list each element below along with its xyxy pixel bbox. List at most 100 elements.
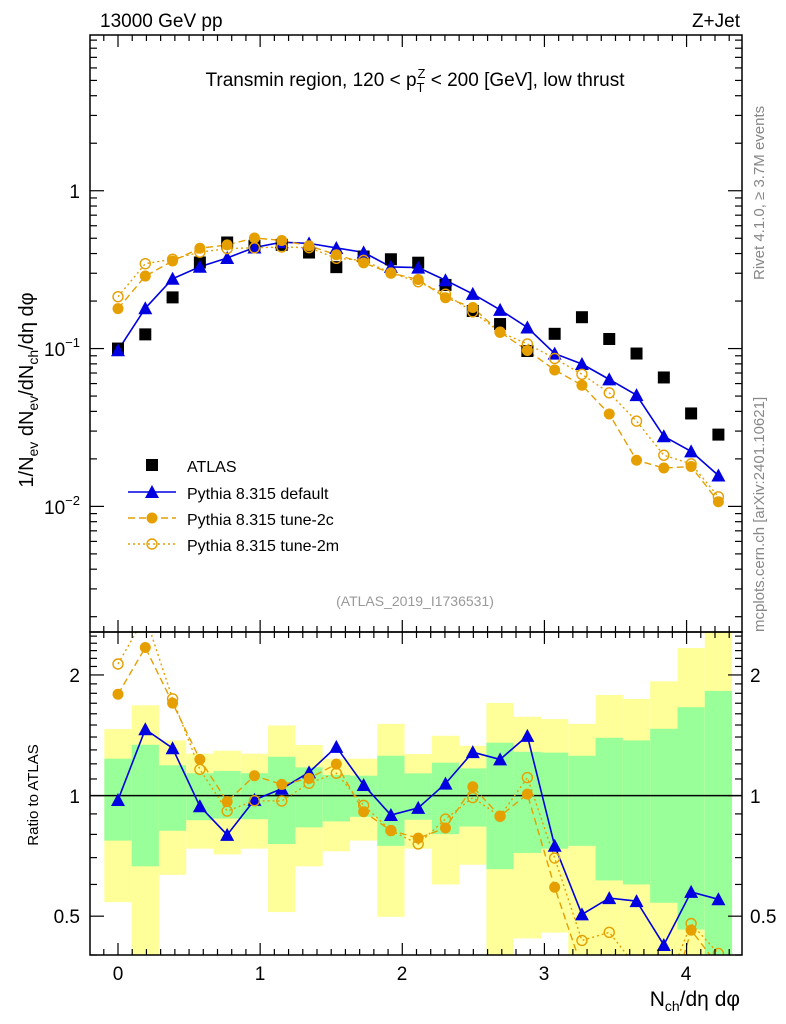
- data-point-pythia-8-315-tune-2c: [412, 273, 424, 285]
- data-point-pythia-8-315-tune-2c: [576, 379, 588, 391]
- mcplots-label: mcplots.cern.ch [arXiv:2401.10621]: [751, 397, 768, 632]
- data-point-pythia-8-315-default: [165, 271, 180, 285]
- data-markers: [111, 232, 726, 1024]
- ratio-point-pythia-8-315-default: [192, 799, 207, 813]
- ratio-point-pythia-8-315-tune-2m: [494, 810, 506, 822]
- data-point-pythia-8-315-default: [629, 388, 644, 402]
- ratio-point-pythia-8-315-tune-2m: [412, 838, 424, 850]
- data-point-pythia-8-315-tune-2m: [712, 491, 725, 503]
- ratio-point-pythia-8-315-tune-2m: [548, 852, 561, 864]
- data-point-pythia-8-315-tune-2c: [112, 303, 124, 315]
- ratio-point-pythia-8-315-default: [329, 739, 344, 753]
- data-point-pythia-8-315-tune-2m: [576, 368, 588, 380]
- ratio-panel-marks: [111, 642, 726, 1024]
- data-point-atlas: [712, 428, 725, 441]
- ratio-point-pythia-8-315-tune-2c: [658, 1020, 669, 1024]
- data-point-pythia-8-315-tune-2m: [412, 276, 424, 288]
- ratio-point-pythia-8-315-default: [111, 792, 126, 806]
- ratio-point-pythia-8-315-tune-2c: [494, 810, 506, 822]
- data-point-pythia-8-315-tune-2m: [276, 241, 288, 253]
- data-point-pythia-8-315-tune-2c: [685, 460, 697, 472]
- legend-label-atlas: ATLAS: [187, 459, 237, 476]
- ratio-point-pythia-8-315-default: [684, 884, 699, 898]
- data-point-pythia-8-315-tune-2m: [521, 338, 534, 350]
- ratio-point-pythia-8-315-tune-2c: [467, 781, 479, 793]
- ratio-point-pythia-8-315-tune-2m: [467, 791, 479, 804]
- series-line-pythia-8-315-tune-2c: [117, 237, 719, 503]
- data-point-pythia-8-315-default: [574, 357, 589, 371]
- data-point-atlas: [548, 327, 561, 340]
- ratio-point-pythia-8-315-default: [602, 891, 617, 905]
- data-point-pythia-8-315-tune-2c: [139, 270, 151, 282]
- ratio-point-pythia-8-315-tune-2c: [112, 688, 124, 700]
- ratio-y-axis-label: Ratio to ATLAS: [25, 744, 42, 845]
- inner-uncertainty-band: [541, 752, 569, 849]
- data-point-pythia-8-315-default: [356, 245, 371, 259]
- ratio-point-pythia-8-315-tune-2c: [248, 770, 260, 782]
- header-right: Z+Jet: [692, 11, 741, 32]
- ratio-point-pythia-8-315-tune-2m: [112, 658, 124, 670]
- data-point-pythia-8-315-tune-2m: [658, 449, 670, 461]
- data-point-pythia-8-315-tune-2m: [248, 242, 261, 254]
- data-point-pythia-8-315-tune-2m: [385, 267, 397, 279]
- ratio-point-pythia-8-315-tune-2m: [303, 777, 315, 789]
- ratio-point-pythia-8-315-tune-2m: [166, 693, 179, 705]
- ratio-tick-label-left-2: 2: [69, 666, 80, 687]
- ratio-tick-label-left-0.5: 0.5: [54, 907, 80, 928]
- ratio-line-pythia-8-315-tune-2c: [117, 646, 711, 955]
- data-point-pythia-8-315-tune-2m: [494, 326, 506, 338]
- y-tick-label-1: 1: [69, 182, 80, 203]
- data-point-pythia-8-315-tune-2m: [221, 242, 233, 255]
- data-point-atlas: [494, 318, 507, 331]
- ratio-point-pythia-8-315-tune-2c: [194, 753, 206, 765]
- data-point-pythia-8-315-tune-2m: [630, 415, 643, 427]
- ratio-point-pythia-8-315-default: [711, 892, 726, 906]
- ratio-point-pythia-8-315-tune-2c: [221, 796, 233, 808]
- inner-uncertainty-band: [158, 765, 187, 831]
- ratio-point-pythia-8-315-tune-2c: [330, 758, 342, 770]
- data-point-pythia-8-315-tune-2m: [685, 458, 697, 470]
- data-point-atlas: [330, 261, 343, 274]
- ratio-point-pythia-8-315-tune-2c: [604, 980, 615, 991]
- inner-uncertainty-band: [322, 774, 350, 822]
- data-point-pythia-8-315-tune-2m: [357, 254, 370, 267]
- data-point-atlas: [166, 291, 179, 304]
- x-tick-label-2: 2: [397, 964, 408, 985]
- ratio-point-pythia-8-315-default: [465, 745, 480, 759]
- ratio-point-pythia-8-315-default: [220, 827, 235, 841]
- ratio-point-pythia-8-315-default: [438, 776, 453, 790]
- ratio-point-pythia-8-315-tune-2m: [330, 767, 343, 779]
- ratio-tick-label-right-1: 1: [750, 787, 761, 808]
- ratio-point-pythia-8-315-tune-2c: [713, 961, 724, 972]
- ratio-point-pythia-8-315-default: [411, 800, 426, 814]
- ratio-point-pythia-8-315-tune-2c: [276, 778, 288, 790]
- ratio-point-pythia-8-315-tune-2c: [549, 881, 561, 893]
- ratio-point-pythia-8-315-tune-2c: [139, 642, 151, 654]
- legend-marker-pythia-8-315-tune-2m: [146, 538, 158, 550]
- inner-uncertainty-band: [186, 773, 214, 821]
- data-point-pythia-8-315-default: [684, 444, 699, 458]
- data-point-pythia-8-315-default: [656, 429, 671, 443]
- ratio-point-pythia-8-315-tune-2c: [576, 963, 587, 974]
- ratio-point-pythia-8-315-tune-2c: [385, 825, 397, 837]
- legend: ATLAS Pythia 8.315 default Pythia 8.315 …: [128, 459, 339, 555]
- legend-label-tune-2c: Pythia 8.315 tune-2c: [187, 512, 334, 529]
- data-point-pythia-8-315-tune-2c: [603, 408, 615, 420]
- ratio-tick-label-right-0.5: 0.5: [750, 907, 776, 928]
- data-point-pythia-8-315-default: [138, 301, 153, 315]
- ratio-point-pythia-8-315-tune-2m: [357, 799, 370, 812]
- data-point-pythia-8-315-tune-2m: [603, 387, 615, 399]
- data-point-atlas: [139, 328, 152, 341]
- ratio-point-pythia-8-315-default: [383, 808, 398, 822]
- ratio-point-pythia-8-315-default: [629, 894, 644, 908]
- data-point-pythia-8-315-tune-2m: [548, 352, 561, 365]
- data-point-atlas: [630, 347, 643, 360]
- data-point-pythia-8-315-tune-2c: [631, 454, 643, 466]
- ratio-point-pythia-8-315-default: [493, 752, 508, 766]
- data-point-pythia-8-315-tune-2m: [112, 291, 124, 303]
- inner-uncertainty-band: [595, 737, 623, 881]
- x-tick-label-1: 1: [255, 964, 266, 985]
- data-point-pythia-8-315-tune-2m: [194, 246, 206, 258]
- ratio-point-pythia-8-315-tune-2m: [521, 771, 534, 784]
